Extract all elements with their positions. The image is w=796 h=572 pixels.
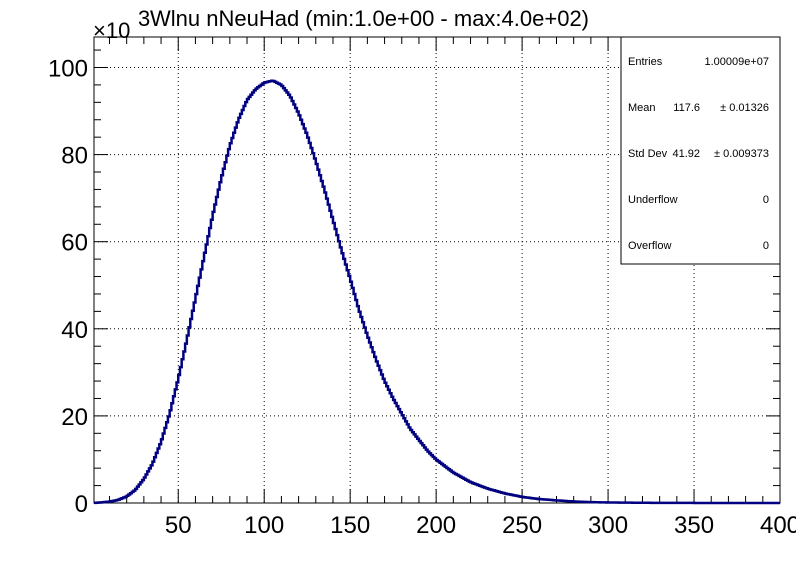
x-tick-label-250: 250 [502,512,542,539]
x-tick-label-350: 350 [674,512,714,539]
stats-label-std-dev: Std Dev [628,148,668,160]
y-tick-label-80: 80 [61,143,88,170]
y-tick-label-0: 0 [75,491,88,518]
histogram-curve [94,79,780,505]
x-tick-label-150: 150 [330,512,370,539]
tick-labels: 50 100 150 200 250 300 350 400 0 20 40 60 80 100 [48,55,796,539]
y-tick-label-60: 60 [61,230,88,257]
plot-frame [93,36,781,504]
y-axis-multiplier: ×10 3 [93,6,150,43]
stats-value-std-dev: 41.92 [672,148,700,160]
stats-error-std-dev: ± 0.009373 [714,148,769,160]
x-tick-label-400: 400 [760,512,796,539]
x-tick-label-200: 200 [416,512,456,539]
stats-box: Entries 1.00009e+07 Mean 117.6 ± 0.01326 Std … [620,36,781,265]
stats-label-underflow: Underflow [628,194,678,206]
chart-title: Wlnu nNeuHad (min:1.0e+00 - max:4.0e+02) [150,6,589,31]
y-tick-label-100: 100 [48,55,88,82]
y-tick-label-40: 40 [61,317,88,344]
x-tick-label-50: 50 [165,512,192,539]
y-tick-label-20: 20 [61,404,88,431]
y-multiplier-base: ×10 [93,18,130,43]
stats-label-mean: Mean [628,102,656,114]
histogram-curve-group [94,79,780,505]
axes [93,36,781,504]
y-multiplier-exponent: 3 [138,6,150,31]
stats-label-overflow: Overflow [628,240,671,252]
stats-box-frame [620,36,781,265]
stats-value-entries: 1.00009e+07 [704,56,769,68]
x-tick-label-100: 100 [244,512,284,539]
stats-value-mean: 117.6 [673,102,700,114]
stats-label-entries: Entries [628,56,663,68]
stats-error-mean: ± 0.01326 [720,102,769,114]
stats-value-underflow: 0 [763,194,769,206]
x-tick-label-300: 300 [588,512,628,539]
stats-value-overflow: 0 [763,240,769,252]
